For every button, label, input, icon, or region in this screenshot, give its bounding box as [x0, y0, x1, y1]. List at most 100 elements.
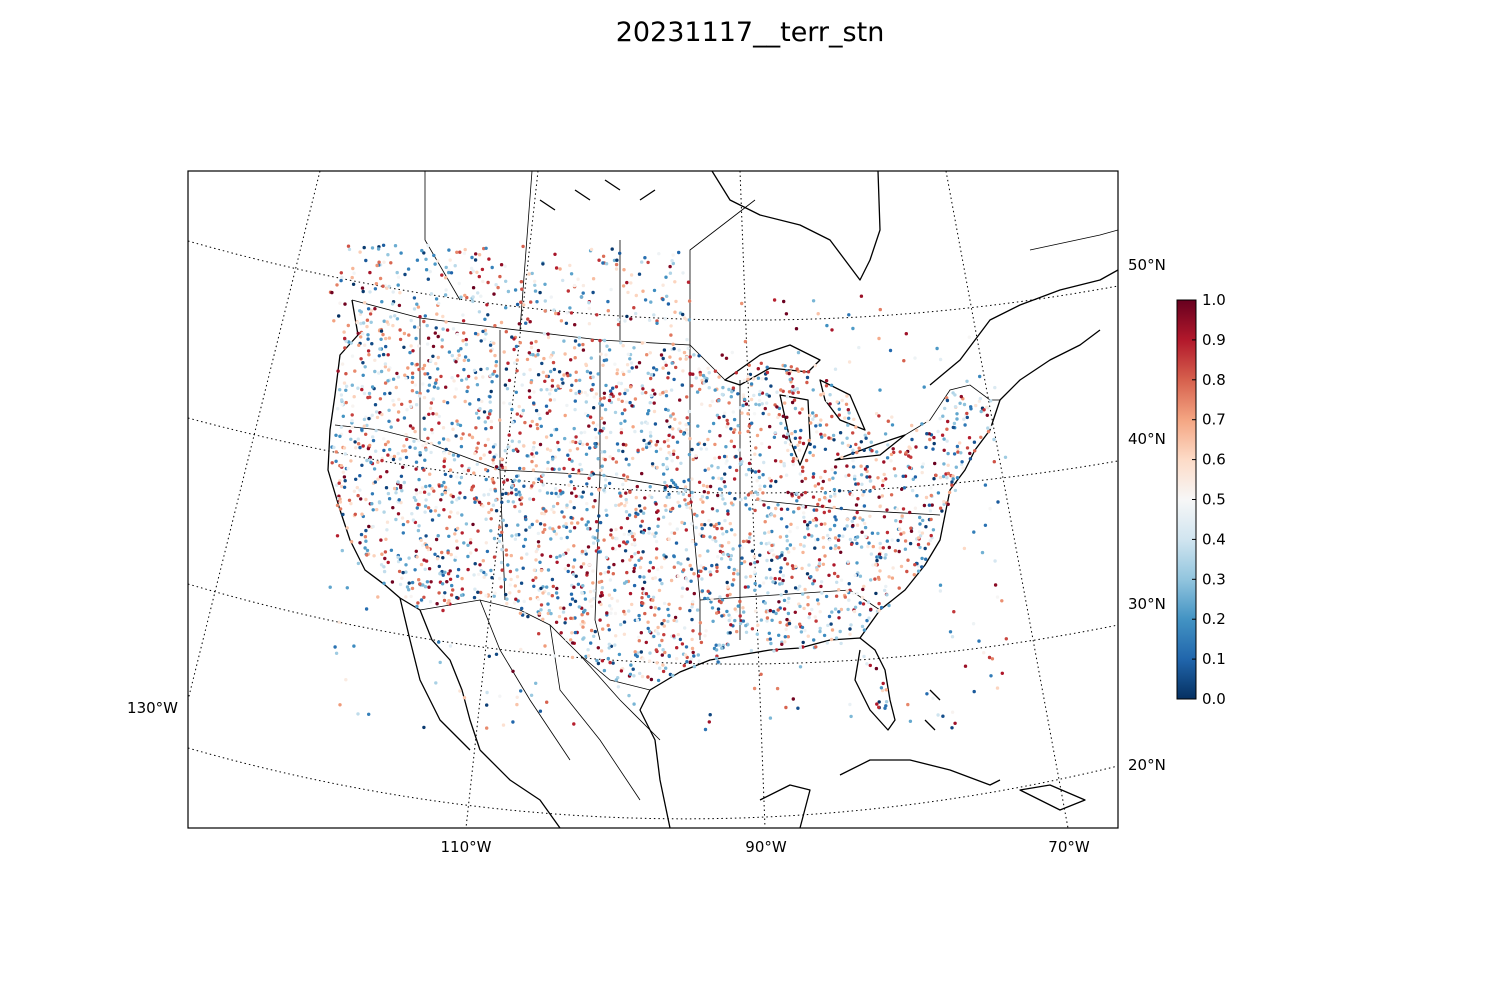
- station-point: [825, 323, 829, 328]
- station-point: [616, 685, 621, 689]
- station-point: [365, 324, 369, 329]
- station-point: [504, 330, 508, 334]
- station-point: [892, 467, 897, 471]
- station-point: [628, 672, 633, 676]
- station-point: [356, 712, 360, 716]
- station-point: [615, 599, 620, 603]
- station-point: [909, 526, 913, 530]
- station-point: [746, 412, 750, 416]
- station-point: [506, 563, 510, 567]
- station-point: [478, 407, 482, 411]
- station-point: [403, 448, 408, 453]
- station-point: [614, 678, 618, 682]
- station-point: [596, 546, 601, 550]
- station-point: [672, 531, 677, 535]
- station-point: [756, 376, 761, 380]
- station-point: [479, 569, 483, 573]
- station-point: [652, 366, 656, 370]
- station-point: [666, 422, 671, 426]
- station-point: [900, 514, 904, 518]
- station-point: [513, 537, 518, 541]
- station-point: [532, 568, 537, 572]
- station-point: [492, 292, 496, 296]
- station-point: [344, 388, 348, 392]
- station-point: [965, 411, 969, 416]
- station-point: [371, 438, 376, 443]
- station-point: [913, 506, 918, 510]
- station-point: [789, 452, 794, 457]
- station-point: [538, 290, 542, 295]
- station-point: [425, 580, 430, 584]
- station-point: [567, 457, 572, 461]
- station-point: [348, 429, 352, 434]
- station-point: [648, 351, 652, 355]
- station-point: [647, 569, 651, 573]
- station-point: [464, 522, 469, 526]
- us-states: [334, 318, 941, 641]
- station-point: [481, 559, 485, 563]
- station-point: [763, 520, 767, 524]
- station-point: [753, 508, 757, 513]
- station-point: [831, 476, 835, 480]
- station-point: [358, 488, 362, 492]
- station-point: [518, 431, 522, 435]
- station-point: [630, 534, 635, 539]
- station-point: [623, 408, 627, 412]
- station-point: [625, 280, 629, 285]
- station-point: [759, 672, 763, 676]
- station-point: [534, 549, 538, 554]
- station-point: [541, 473, 545, 477]
- station-point: [387, 419, 391, 423]
- station-point: [683, 488, 688, 493]
- station-point: [818, 629, 822, 634]
- station-point: [1000, 671, 1004, 675]
- station-point: [460, 464, 464, 468]
- station-point: [955, 417, 959, 421]
- station-point: [499, 463, 504, 467]
- station-point: [484, 593, 488, 598]
- station-point: [713, 369, 718, 373]
- station-point: [717, 415, 721, 420]
- station-point: [690, 490, 694, 495]
- station-point: [359, 335, 363, 339]
- station-point: [662, 472, 666, 476]
- station-point: [414, 403, 419, 407]
- station-point: [335, 483, 339, 487]
- station-point: [804, 458, 809, 463]
- station-point: [735, 568, 739, 573]
- station-point: [566, 563, 571, 568]
- station-point: [493, 324, 497, 328]
- station-point: [577, 343, 581, 347]
- station-point: [569, 592, 574, 596]
- station-point: [777, 413, 781, 417]
- station-point: [591, 375, 595, 379]
- station-point: [451, 588, 455, 592]
- station-point: [561, 610, 566, 614]
- station-point: [642, 580, 647, 584]
- station-point: [603, 407, 608, 412]
- station-point: [850, 519, 854, 523]
- station-point: [463, 293, 467, 298]
- station-point: [360, 427, 364, 432]
- station-point: [654, 556, 659, 560]
- station-point: [908, 466, 912, 470]
- station-point: [757, 469, 761, 473]
- station-point: [426, 436, 430, 440]
- station-point: [491, 458, 495, 462]
- station-point: [814, 413, 818, 418]
- station-point: [387, 497, 392, 501]
- station-point: [575, 447, 580, 451]
- station-point: [675, 527, 679, 531]
- station-point: [569, 515, 573, 520]
- station-point: [748, 532, 752, 536]
- station-point: [720, 392, 724, 397]
- station-point: [800, 407, 804, 411]
- station-point: [660, 638, 664, 643]
- station-point: [581, 562, 586, 566]
- station-point: [629, 531, 633, 535]
- station-point: [715, 569, 719, 573]
- station-point: [758, 484, 762, 488]
- station-point: [541, 262, 545, 266]
- station-point: [494, 360, 499, 364]
